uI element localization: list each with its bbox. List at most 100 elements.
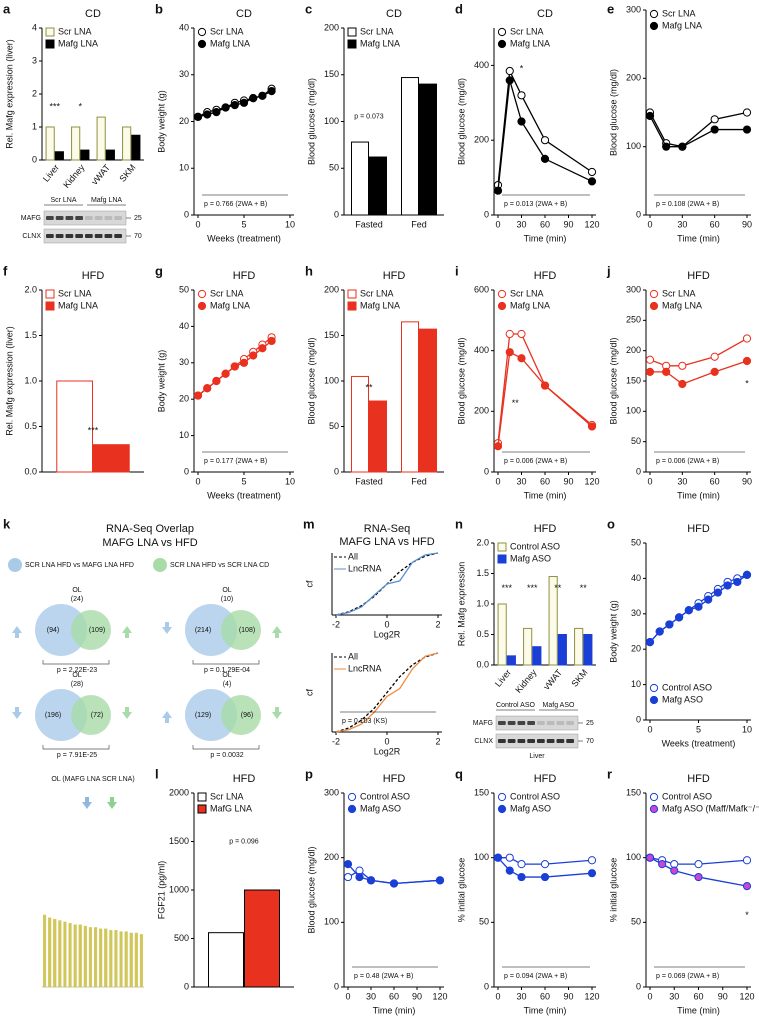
legend-label: Scr LNA (662, 288, 696, 298)
arrow (272, 707, 282, 719)
blot-group: Mafg LNA (91, 197, 122, 204)
blot-band (55, 216, 64, 220)
legend-swatch (45, 301, 55, 311)
legend-marker (649, 683, 659, 693)
blot-band (46, 234, 54, 238)
marker (710, 125, 719, 134)
legend-label: Scr LNA (210, 26, 244, 36)
y-axis-label: Body weight (g) (156, 90, 166, 153)
venn-right (221, 695, 261, 735)
bar (419, 328, 437, 473)
y-tick-label: 50 (179, 284, 189, 294)
x-tick-label: 90 (563, 219, 573, 229)
legend-label: Scr LNA (58, 288, 92, 298)
legend-label: Mafg LNA (662, 20, 702, 30)
blot-band (75, 216, 83, 220)
marker (645, 367, 655, 376)
x-axis-label: Time (min) (524, 1005, 567, 1015)
legend-label: SCR LNA HFD vs SCR LNA CD (170, 562, 269, 569)
legend-swatch (497, 542, 507, 552)
marker (435, 876, 445, 885)
blot-tissue: Liver (529, 753, 545, 760)
bracket (42, 745, 110, 750)
overlap-count: (4) (223, 681, 232, 688)
legend-swatch (347, 301, 357, 311)
legend-label: Mafg LNA (58, 300, 98, 310)
bar (401, 77, 419, 216)
arrow (272, 626, 282, 638)
legend-marker (197, 301, 207, 311)
bracket (192, 660, 260, 665)
marker (742, 334, 752, 343)
note: p = 0.103 (KS) (342, 718, 387, 725)
marker (355, 872, 364, 882)
marker (704, 595, 713, 604)
y-tick-label: 0.0 (24, 466, 37, 476)
y-tick-label: 2000 (169, 787, 189, 797)
marker (713, 588, 723, 597)
bar (78, 924, 82, 988)
blot-band (104, 234, 113, 238)
bracket (192, 745, 260, 750)
panel-label: d (455, 1, 463, 16)
y-tick-label: 400 (474, 60, 489, 70)
blot-marker: 70 (586, 738, 594, 745)
venn-left (35, 689, 87, 741)
y-axis-label: % initial glucose (456, 858, 466, 923)
y-tick-label: 50 (329, 421, 339, 431)
y-tick-label: 40 (631, 573, 641, 583)
right-count: (72) (91, 712, 103, 719)
blot-band (556, 739, 565, 743)
x-axis-label: Time (min) (524, 490, 567, 500)
y-tick-label: 20 (179, 116, 189, 126)
note: p = 0.48 (2WA + B) (354, 973, 413, 980)
y-tick-label: 30 (631, 608, 641, 618)
legend-label: Mafg ASO (510, 553, 551, 563)
marker (343, 872, 353, 882)
x-tick-label: 0 (647, 724, 652, 734)
legend-marker (649, 21, 659, 31)
y-tick-label: 0 (184, 466, 189, 476)
y-axis-label: Rel. Mafg expression (liver) (4, 326, 14, 436)
x-tick-label: 2 (435, 619, 440, 629)
legend-swatch (497, 554, 507, 564)
legend-label: Scr LNA (58, 26, 92, 36)
bar (58, 920, 62, 988)
legend-marker (649, 695, 659, 705)
arrow (107, 797, 117, 809)
marker (587, 856, 597, 865)
blot-group: Control ASO (496, 702, 535, 709)
bar (99, 928, 103, 988)
bar (68, 923, 72, 988)
marker (389, 879, 399, 888)
legend-marker (347, 804, 357, 814)
marker (587, 167, 597, 177)
marker (694, 602, 703, 611)
y-tick-label: 0 (334, 466, 339, 476)
y-tick-label: 200 (626, 73, 641, 83)
marker (258, 91, 267, 100)
marker (517, 91, 526, 100)
x-tick-label: Liver (41, 162, 61, 183)
annotation: * (520, 64, 524, 74)
bar (42, 914, 47, 988)
bar (134, 932, 138, 988)
blot-band (566, 721, 574, 725)
marker (193, 112, 203, 121)
blot-band (556, 721, 565, 725)
y-tick-label: 2.0 (476, 537, 489, 547)
y-tick-label: 1 (32, 121, 37, 131)
blot-band (75, 234, 83, 238)
y-tick-label: 4 (32, 22, 37, 32)
marker (249, 351, 258, 360)
bar (109, 930, 113, 988)
marker (694, 872, 703, 882)
chart-title: HFD (383, 270, 406, 282)
marker (645, 111, 655, 121)
marker (239, 358, 249, 367)
panel-label: f (3, 263, 8, 278)
legend-marker (649, 301, 659, 311)
legend-label: Mafg LNA (510, 38, 550, 48)
chart-title: CD (537, 8, 553, 20)
